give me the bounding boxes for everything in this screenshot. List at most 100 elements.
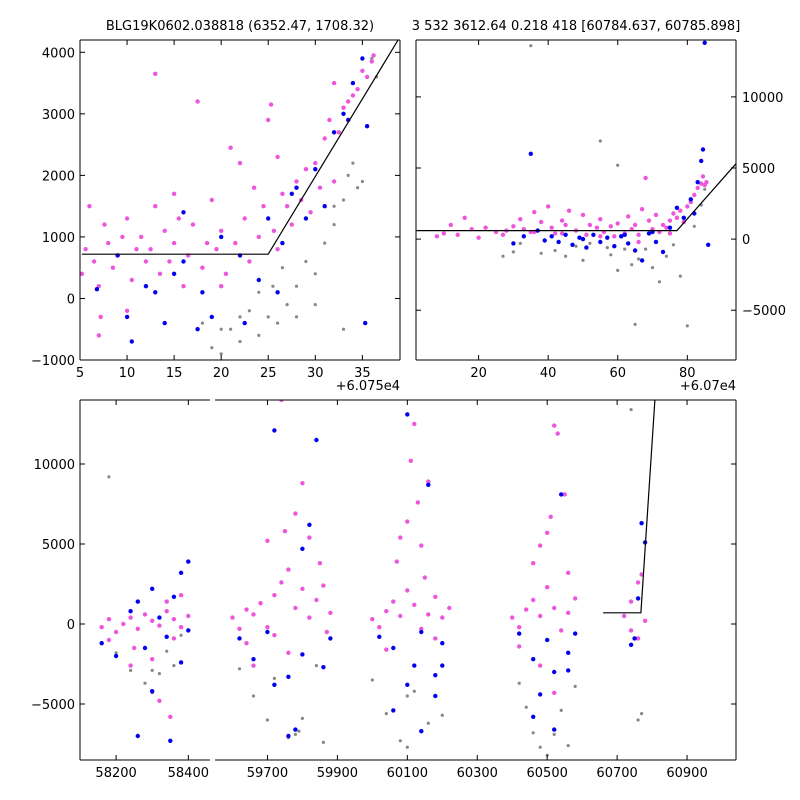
bottom-series0-point	[405, 588, 410, 593]
top-left-series0-point	[120, 234, 125, 240]
bottom-series0-point	[307, 615, 312, 620]
top-left-series0-point	[317, 185, 323, 190]
top-left-series0-point	[289, 222, 294, 227]
bottom-series2-point	[629, 408, 633, 412]
bottom-series2-point	[640, 712, 644, 716]
top-left-series2-point	[266, 315, 270, 319]
top-left-series0-point	[129, 277, 134, 283]
top-left-xtick-label: 10	[119, 366, 136, 381]
bottom-ytick-label: −5000	[31, 698, 75, 713]
bottom-series0-point	[282, 529, 288, 534]
top-right-series1-point	[591, 232, 596, 237]
top-left-series0-point	[214, 247, 219, 252]
top-right-series0-point	[587, 222, 593, 228]
top-left-series0-point	[153, 204, 158, 209]
top-right-series1-point	[605, 235, 610, 240]
top-left-series0-point	[233, 240, 238, 246]
bottom-xtick-label: 60100	[387, 766, 428, 781]
top-left-series0-point	[256, 234, 261, 240]
top-left-xtick-label: 35	[354, 366, 371, 381]
top-left-series0-point	[91, 259, 97, 264]
bottom-series1-point	[440, 641, 445, 646]
bottom-series0-point	[186, 613, 191, 619]
bottom-series0-point	[394, 559, 399, 564]
top-right-series1-point	[674, 205, 680, 210]
bottom-series2-point	[179, 633, 183, 637]
bottom-series0-point	[412, 602, 417, 607]
top-left-data	[80, 40, 399, 356]
top-right-series0-point	[441, 231, 446, 236]
top-left-xtick-label: 5	[76, 366, 84, 381]
bottom-series1-point	[552, 727, 557, 732]
bottom-series1-point	[321, 665, 326, 670]
top-right-series0-point	[664, 225, 669, 230]
bottom-series1-point	[272, 428, 277, 433]
top-left-series0-point	[331, 80, 337, 86]
top-left-series1-point	[153, 290, 158, 295]
top-left-series2-point	[229, 327, 233, 331]
bottom-series0-point	[142, 612, 148, 617]
top-left-series0-point	[275, 247, 280, 252]
top-right-series0-point	[539, 219, 544, 225]
bottom-series1-point	[419, 629, 424, 635]
bottom-series2-point	[559, 708, 563, 713]
top-right-series1-point	[556, 239, 561, 245]
top-left-series1-point	[195, 327, 200, 332]
top-right-series0-point	[643, 175, 648, 181]
bottom-series0-point	[426, 479, 431, 484]
top-left-series0-point	[87, 204, 92, 209]
top-right-series1-point	[542, 238, 547, 243]
bottom-series1-point	[419, 729, 424, 734]
bottom-series1-point	[545, 637, 550, 643]
top-right-series2-point	[588, 241, 592, 245]
bottom-series0-point	[314, 597, 319, 603]
top-left-series1-point	[364, 124, 370, 129]
top-left-series2-point	[341, 327, 346, 331]
top-right-series2-point	[501, 254, 505, 258]
top-right-series0-point	[598, 234, 603, 239]
bottom-series0-point	[412, 421, 417, 427]
bottom-series0-point	[265, 625, 270, 630]
top-right-series1-point	[584, 245, 589, 250]
bottom-series0-point	[433, 594, 438, 599]
bottom-series2-point	[552, 732, 556, 737]
bottom-series2-point	[405, 694, 409, 698]
top-left-series1-point	[360, 56, 365, 61]
top-left-ytick-label: 4000	[42, 46, 75, 61]
top-right-series0-point	[549, 225, 554, 230]
top-left-series0-point	[153, 71, 158, 77]
top-left-series2-point	[280, 266, 284, 270]
top-right-ytick-label: 5000	[742, 162, 775, 177]
top-left-series0-point	[346, 99, 351, 104]
top-left-series1-point	[129, 339, 134, 344]
bottom-series0-point	[171, 636, 177, 641]
bottom-series0-point	[121, 621, 126, 627]
top-right-series1-point	[626, 241, 631, 246]
top-right-series0-point	[671, 211, 676, 216]
bottom-series1-point	[178, 570, 184, 575]
top-right-series1-point	[700, 147, 706, 152]
top-left-series1-point	[143, 284, 149, 289]
top-left-series0-point	[110, 265, 116, 270]
top-left-series0-point	[247, 259, 252, 264]
bottom-series0-point	[552, 605, 557, 611]
top-left-title: BLG19K0602.038818 (6352.47, 1708.32)	[106, 19, 374, 34]
top-right-series0-point	[546, 204, 551, 209]
bottom-series0-point	[113, 629, 119, 635]
bottom-series2-point	[314, 664, 318, 668]
bottom-series0-point	[552, 423, 557, 428]
bottom-series0-point	[538, 543, 543, 548]
bottom-series0-point	[132, 645, 137, 651]
bottom-series0-point	[150, 657, 155, 662]
top-right-series2-point	[598, 139, 602, 143]
top-right-series2-point	[644, 247, 648, 251]
top-right-series0-point	[448, 222, 453, 228]
bottom-series0-point	[573, 596, 578, 601]
bottom-series0-point	[279, 400, 284, 403]
top-left-series0-point	[266, 117, 271, 123]
top-left-series1-point	[200, 290, 205, 295]
bottom-series0-point	[377, 625, 382, 630]
bottom-series2-point	[412, 689, 416, 693]
bottom-series0-point	[545, 585, 550, 590]
bottom-series0-point	[447, 605, 452, 611]
